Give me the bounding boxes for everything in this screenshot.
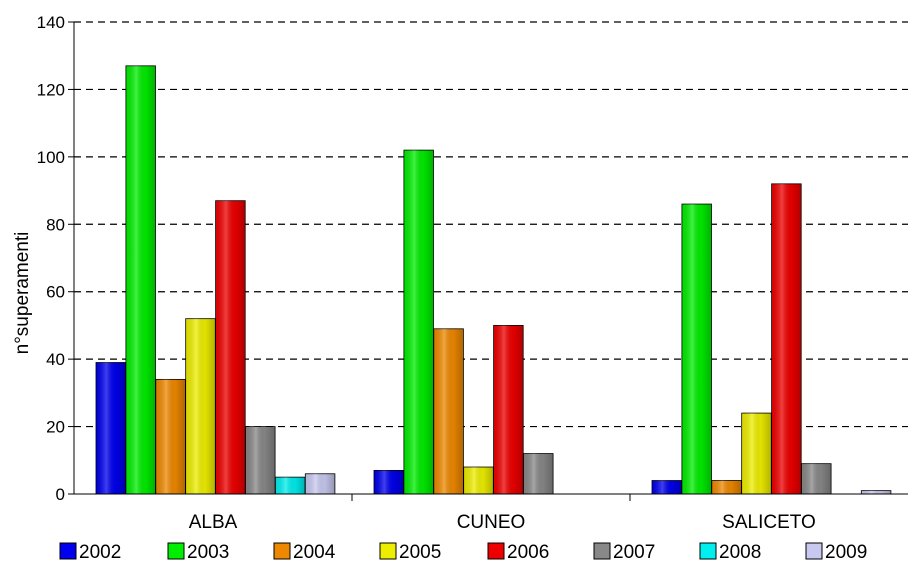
- bar-shading: [403, 150, 434, 494]
- bar-shading: [155, 379, 186, 494]
- category-label: SALICETO: [722, 512, 816, 533]
- bar-shading: [125, 65, 156, 494]
- y-tick-label: 0: [56, 485, 65, 504]
- axes: [68, 21, 908, 501]
- legend-label: 2008: [719, 542, 761, 562]
- y-tick-label: 120: [37, 80, 65, 99]
- bar-shading: [493, 325, 524, 494]
- legend-label: 2007: [613, 542, 655, 562]
- category-label: CUNEO: [457, 512, 526, 533]
- legend-swatch-2006: [487, 542, 505, 560]
- legend-swatch-2009: [805, 542, 823, 560]
- category-labels: ALBA CUNEO SALICETO: [189, 512, 816, 533]
- bar-shading: [652, 480, 682, 494]
- bar-shading: [801, 463, 832, 494]
- bar-shading: [215, 200, 246, 494]
- bars: [95, 65, 892, 495]
- legend-swatch-2005: [379, 542, 397, 560]
- bar-shading: [711, 480, 742, 494]
- y-tick-label: 60: [46, 283, 65, 302]
- legend-label: 2004: [293, 542, 336, 562]
- bar-shading: [741, 413, 772, 494]
- legend-label: 2003: [187, 542, 229, 562]
- bar-shading: [374, 470, 404, 494]
- category-label: ALBA: [189, 512, 238, 533]
- legend-label: 2009: [825, 542, 867, 562]
- y-axis-label: n°superamenti: [12, 232, 33, 355]
- bar-shading: [305, 473, 335, 494]
- bar-shading: [96, 362, 126, 494]
- bar-shading: [681, 204, 712, 495]
- legend-label: 2006: [507, 542, 549, 562]
- bar-shading: [861, 490, 891, 494]
- y-tick-label: 100: [37, 148, 65, 167]
- y-tick-label: 80: [46, 215, 65, 234]
- legend-swatch-2004: [273, 542, 291, 560]
- bar-shading: [185, 318, 216, 494]
- bar-shading: [433, 328, 464, 494]
- bar-shading: [275, 477, 305, 494]
- legend-swatch-2007: [593, 542, 611, 560]
- bar-shading: [245, 426, 276, 494]
- legend-label: 2005: [399, 542, 441, 562]
- y-tick-label: 40: [46, 350, 65, 369]
- y-tick-labels: 0 20 40 60 80 100 120 140: [37, 13, 65, 504]
- legend-label: 2002: [79, 542, 121, 562]
- y-tick-label: 20: [46, 418, 65, 437]
- legend-swatch-2003: [167, 542, 185, 560]
- bar-shading: [771, 183, 802, 495]
- bar-shading: [463, 467, 494, 494]
- y-tick-label: 140: [37, 13, 65, 32]
- bar-shading: [523, 453, 554, 494]
- legend-swatch-2002: [59, 542, 77, 560]
- legend: 2002 2003 2004 2005 2006 2007 2008 2009: [59, 542, 867, 562]
- legend-swatch-2008: [699, 542, 717, 560]
